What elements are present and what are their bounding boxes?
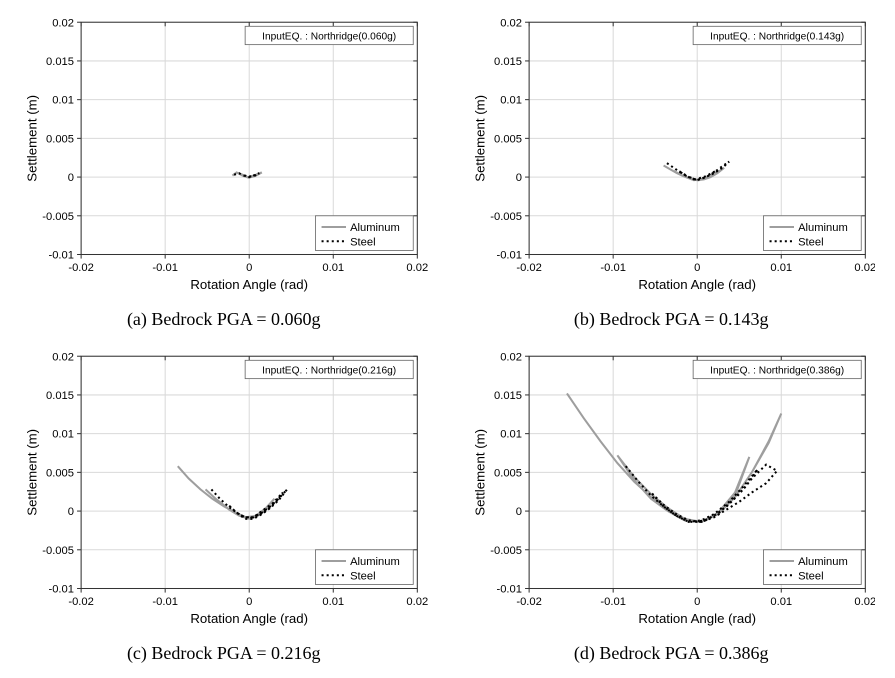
svg-text:InputEQ. : Northridge(0.386g): InputEQ. : Northridge(0.386g) xyxy=(710,366,844,377)
svg-text:0.005: 0.005 xyxy=(46,133,74,145)
svg-text:InputEQ. : Northridge(0.060g): InputEQ. : Northridge(0.060g) xyxy=(262,32,396,43)
svg-text:0.005: 0.005 xyxy=(46,467,74,479)
svg-text:Aluminum: Aluminum xyxy=(350,222,400,234)
svg-text:-0.01: -0.01 xyxy=(600,596,626,608)
svg-text:0.02: 0.02 xyxy=(52,17,74,29)
svg-text:0: 0 xyxy=(694,596,700,608)
svg-text:Settlement (m): Settlement (m) xyxy=(472,429,487,516)
svg-text:Steel: Steel xyxy=(350,236,375,248)
svg-text:0.02: 0.02 xyxy=(854,262,875,274)
svg-text:0.015: 0.015 xyxy=(493,56,521,68)
svg-text:Settlement (m): Settlement (m) xyxy=(472,95,487,182)
svg-text:0.005: 0.005 xyxy=(493,133,521,145)
chart-c: -0.02-0.0100.010.02-0.01-0.00500.0050.01… xyxy=(20,344,428,639)
svg-text:0.02: 0.02 xyxy=(500,351,522,363)
chart-b: -0.02-0.0100.010.02-0.01-0.00500.0050.01… xyxy=(468,10,876,305)
svg-text:-0.01: -0.01 xyxy=(496,250,522,262)
panel-a: -0.02-0.0100.010.02-0.01-0.00500.0050.01… xyxy=(20,10,428,334)
svg-text:Rotation Angle (rad): Rotation Angle (rad) xyxy=(638,277,756,292)
svg-text:InputEQ. : Northridge(0.216g): InputEQ. : Northridge(0.216g) xyxy=(262,366,396,377)
svg-text:0.02: 0.02 xyxy=(500,17,522,29)
svg-text:-0.01: -0.01 xyxy=(600,262,626,274)
svg-text:0: 0 xyxy=(246,262,252,274)
svg-text:Rotation Angle (rad): Rotation Angle (rad) xyxy=(190,277,308,292)
svg-text:0.005: 0.005 xyxy=(493,467,521,479)
svg-text:-0.005: -0.005 xyxy=(42,545,74,557)
svg-text:Steel: Steel xyxy=(798,570,823,582)
svg-text:-0.005: -0.005 xyxy=(42,211,74,223)
svg-text:0.01: 0.01 xyxy=(322,596,344,608)
svg-text:-0.01: -0.01 xyxy=(48,584,74,596)
svg-text:-0.005: -0.005 xyxy=(490,545,522,557)
svg-text:0.01: 0.01 xyxy=(52,429,74,441)
caption-b: (b) Bedrock PGA = 0.143g xyxy=(574,309,769,330)
svg-text:Rotation Angle (rad): Rotation Angle (rad) xyxy=(190,611,308,626)
caption-d: (d) Bedrock PGA = 0.386g xyxy=(574,643,769,664)
svg-text:0.015: 0.015 xyxy=(493,390,521,402)
chart-a: -0.02-0.0100.010.02-0.01-0.00500.0050.01… xyxy=(20,10,428,305)
svg-text:0: 0 xyxy=(68,172,74,184)
svg-text:Settlement (m): Settlement (m) xyxy=(24,95,39,182)
svg-text:-0.02: -0.02 xyxy=(516,596,542,608)
svg-text:Settlement (m): Settlement (m) xyxy=(24,429,39,516)
svg-text:Aluminum: Aluminum xyxy=(798,222,848,234)
svg-text:0.01: 0.01 xyxy=(770,596,792,608)
caption-a: (a) Bedrock PGA = 0.060g xyxy=(127,309,321,330)
svg-text:0.015: 0.015 xyxy=(46,390,74,402)
svg-text:Rotation Angle (rad): Rotation Angle (rad) xyxy=(638,611,756,626)
svg-text:0.01: 0.01 xyxy=(500,429,522,441)
svg-text:-0.01: -0.01 xyxy=(496,584,522,596)
svg-text:0.01: 0.01 xyxy=(322,262,344,274)
svg-text:0: 0 xyxy=(515,172,521,184)
svg-text:InputEQ. : Northridge(0.143g): InputEQ. : Northridge(0.143g) xyxy=(710,32,844,43)
svg-text:Steel: Steel xyxy=(350,570,375,582)
panel-grid: -0.02-0.0100.010.02-0.01-0.00500.0050.01… xyxy=(0,0,895,678)
chart-d: -0.02-0.0100.010.02-0.01-0.00500.0050.01… xyxy=(468,344,876,639)
svg-text:0: 0 xyxy=(246,596,252,608)
caption-c: (c) Bedrock PGA = 0.216g xyxy=(127,643,321,664)
svg-text:0: 0 xyxy=(694,262,700,274)
svg-text:-0.01: -0.01 xyxy=(48,250,74,262)
panel-c: -0.02-0.0100.010.02-0.01-0.00500.0050.01… xyxy=(20,344,428,668)
svg-text:-0.005: -0.005 xyxy=(490,211,522,223)
svg-text:Steel: Steel xyxy=(798,236,823,248)
svg-text:-0.01: -0.01 xyxy=(152,596,178,608)
svg-text:0.01: 0.01 xyxy=(52,95,74,107)
svg-text:0.02: 0.02 xyxy=(406,596,427,608)
svg-text:0.02: 0.02 xyxy=(854,596,875,608)
panel-d: -0.02-0.0100.010.02-0.01-0.00500.0050.01… xyxy=(468,344,876,668)
svg-text:Aluminum: Aluminum xyxy=(350,556,400,568)
svg-text:-0.02: -0.02 xyxy=(68,596,94,608)
svg-text:0: 0 xyxy=(68,506,74,518)
svg-text:Aluminum: Aluminum xyxy=(798,556,848,568)
svg-text:0.02: 0.02 xyxy=(406,262,427,274)
svg-text:0.01: 0.01 xyxy=(770,262,792,274)
svg-text:0: 0 xyxy=(515,506,521,518)
svg-text:0.01: 0.01 xyxy=(500,95,522,107)
svg-text:-0.02: -0.02 xyxy=(516,262,542,274)
svg-text:0.02: 0.02 xyxy=(52,351,74,363)
svg-text:0.015: 0.015 xyxy=(46,56,74,68)
svg-text:-0.02: -0.02 xyxy=(68,262,94,274)
svg-text:-0.01: -0.01 xyxy=(152,262,178,274)
panel-b: -0.02-0.0100.010.02-0.01-0.00500.0050.01… xyxy=(468,10,876,334)
